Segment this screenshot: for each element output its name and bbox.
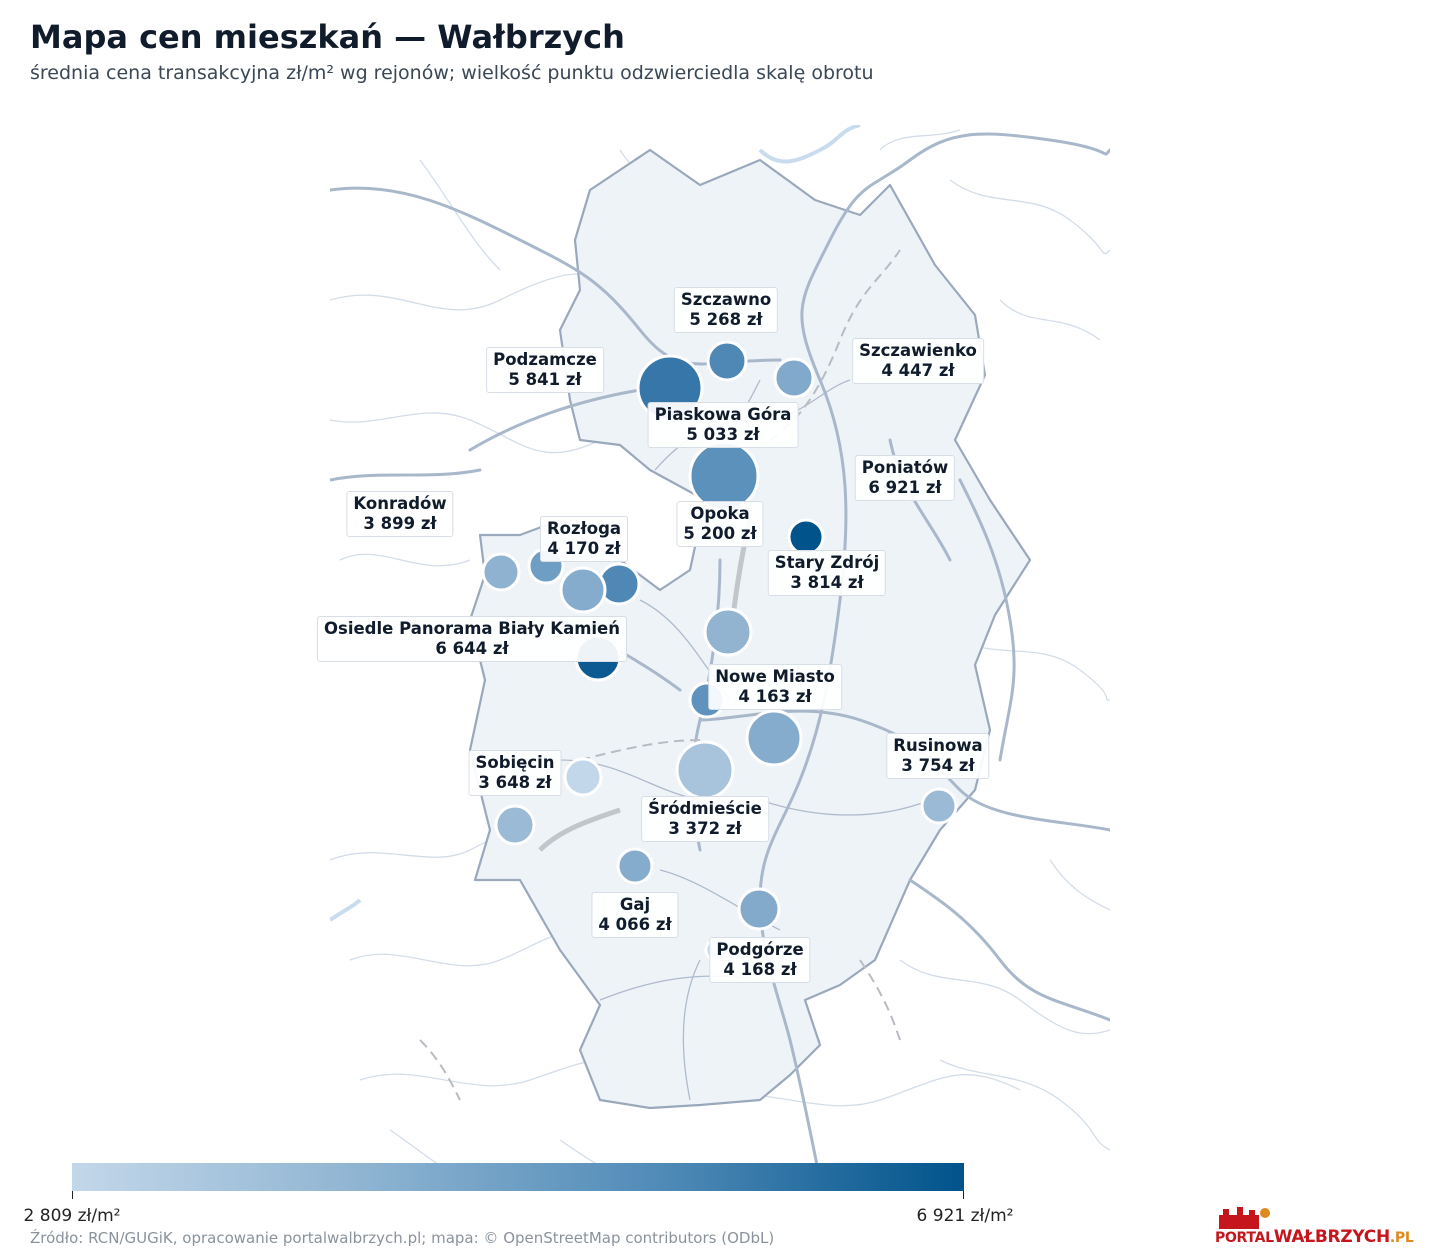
district-label-poniatow[interactable]: Poniatów 6 921 zł <box>854 455 956 501</box>
district-label-szczawienko[interactable]: Szczawienko 4 447 zł <box>852 338 984 384</box>
district-price: 4 163 zł <box>738 687 812 706</box>
district-name: Opoka <box>690 504 750 523</box>
district-price: 5 033 zł <box>686 425 760 444</box>
district-price: 3 899 zł <box>363 514 437 533</box>
district-point-poniatow[interactable] <box>787 518 825 556</box>
district-label-gaj[interactable]: Gaj 4 066 zł <box>591 892 679 938</box>
source-note: Źródło: RCN/GUGiK, opracowanie portalwal… <box>30 1229 775 1247</box>
district-label-stary-zdroj[interactable]: Stary Zdrój 3 814 zł <box>767 550 887 596</box>
district-name: Podgórze <box>716 940 804 959</box>
district-name: Piaskowa Góra <box>654 405 792 424</box>
district-name: Szczawno <box>680 290 772 309</box>
district-point-gaj[interactable] <box>563 757 603 797</box>
district-label-nowe-miasto[interactable]: Nowe Miasto 4 163 zł <box>708 664 842 710</box>
district-price: 5 268 zł <box>689 310 763 329</box>
district-point-srodmiescie[interactable] <box>675 740 735 800</box>
district-label-osiedle-panorama-bialy-kamien[interactable]: Osiedle Panorama Biały Kamień 6 644 zł <box>316 616 628 662</box>
district-label-podgorze[interactable]: Podgórze 4 168 zł <box>709 937 811 983</box>
district-name: Sobięcin <box>475 753 555 772</box>
district-name: Szczawienko <box>859 341 977 360</box>
district-price: 6 921 zł <box>868 478 942 497</box>
portal-logo[interactable]: PORTALWAŁBRZYCH.PL <box>1215 1205 1415 1250</box>
page-title: Mapa cen mieszkań — Wałbrzych <box>30 18 625 56</box>
color-scale-min-label: 2 809 zł/m² <box>23 1206 121 1226</box>
district-point-extra-gaj[interactable] <box>616 847 654 885</box>
district-name: Stary Zdrój <box>774 553 880 572</box>
district-label-konradow[interactable]: Konradów 3 899 zł <box>346 491 454 537</box>
district-point-konradow[interactable] <box>481 552 521 592</box>
castle-icon <box>1219 1207 1270 1229</box>
district-point-extra-podgorze[interactable] <box>737 887 781 931</box>
district-price: 4 066 zł <box>598 915 672 934</box>
district-name: Osiedle Panorama Biały Kamień <box>323 619 621 638</box>
district-price: 3 372 zł <box>668 819 742 838</box>
district-price: 4 170 zł <box>547 539 621 558</box>
district-name: Rozłoga <box>546 519 622 538</box>
district-name: Nowe Miasto <box>715 667 835 686</box>
district-label-sobiecin[interactable]: Sobięcin 3 648 zł <box>468 750 562 796</box>
district-name: Gaj <box>619 895 651 914</box>
district-label-podzamcze[interactable]: Podzamcze 5 841 zł <box>486 347 604 393</box>
district-point-extra-rusinowa[interactable] <box>920 787 958 825</box>
district-point-podgorze[interactable] <box>494 804 536 846</box>
color-scale-tick-max <box>963 1191 964 1199</box>
district-label-piaskowa-gora[interactable]: Piaskowa Góra 5 033 zł <box>647 402 799 448</box>
district-price: 3 754 zł <box>901 756 975 775</box>
district-name: Poniatów <box>861 458 949 477</box>
district-price: 6 644 zł <box>435 639 509 658</box>
district-label-szczawno[interactable]: Szczawno 5 268 zł <box>673 287 779 333</box>
district-label-rozloga[interactable]: Rozłoga 4 170 zł <box>539 516 629 562</box>
district-name: Konradów <box>353 494 447 513</box>
district-point-sobiecin[interactable] <box>745 709 803 767</box>
district-name: Śródmieście <box>648 799 762 818</box>
district-point-nowe-miasto[interactable] <box>703 607 753 657</box>
district-label-rusinowa[interactable]: Rusinowa 3 754 zł <box>886 733 990 779</box>
color-scale-tick-min <box>72 1191 73 1199</box>
district-label-opoka[interactable]: Opoka 5 200 zł <box>676 501 764 547</box>
district-point-szczawienko[interactable] <box>773 357 815 399</box>
district-price: 5 200 zł <box>683 524 757 543</box>
district-price: 5 841 zł <box>508 370 582 389</box>
district-price: 4 168 zł <box>723 960 797 979</box>
district-price: 3 814 zł <box>790 573 864 592</box>
portal-logo-text: PORTALWAŁBRZYCH.PL <box>1215 1227 1414 1247</box>
district-price: 4 447 zł <box>881 361 955 380</box>
district-name: Rusinowa <box>893 736 983 755</box>
color-scale-bar <box>72 1163 964 1191</box>
district-point-piaskowa-gora[interactable] <box>688 440 760 512</box>
color-scale-max-label: 6 921 zł/m² <box>916 1206 1014 1226</box>
district-label-srodmiescie[interactable]: Śródmieście 3 372 zł <box>641 796 769 842</box>
district-price: 3 648 zł <box>478 773 552 792</box>
district-point-szczawno[interactable] <box>706 340 748 382</box>
page-subtitle: średnia cena transakcyjna zł/m² wg rejon… <box>30 62 874 84</box>
district-name: Podzamcze <box>493 350 597 369</box>
district-point-stary-zdroj[interactable] <box>559 566 607 614</box>
